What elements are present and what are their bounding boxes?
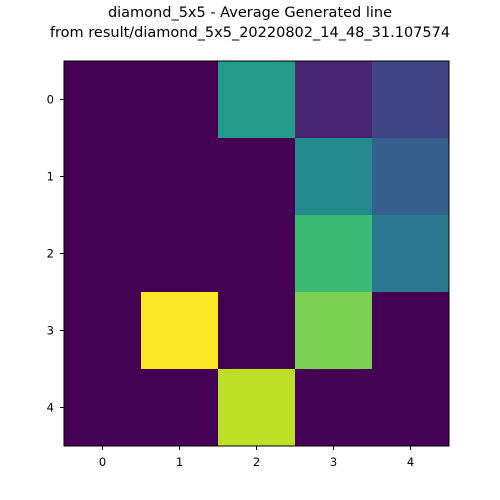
- heatmap-cell-r2-c0: [64, 215, 142, 293]
- x-tick-label-4: 4: [407, 455, 414, 469]
- x-tick-label-2: 2: [253, 455, 260, 469]
- y-tick-label-2: 2: [47, 247, 54, 261]
- heatmap-cell-r4-c3: [295, 369, 373, 447]
- heatmap-cell-r1-c0: [64, 138, 142, 216]
- heatmap-cell-r0-c1: [141, 61, 219, 139]
- heatmap-cell-r1-c1: [141, 138, 219, 216]
- x-tick-label-0: 0: [99, 455, 106, 469]
- heatmap-cell-r3-c2: [218, 292, 296, 370]
- heatmap-cell-r2-c2: [218, 215, 296, 293]
- heatmap-cell-r3-c4: [372, 292, 450, 370]
- y-tick-label-3: 3: [47, 324, 54, 338]
- heatmap-cell-r3-c3: [295, 292, 373, 370]
- heatmap-cell-r0-c0: [64, 61, 142, 139]
- y-tick-label-1: 1: [47, 170, 54, 184]
- heatmap-cell-r4-c4: [372, 369, 450, 447]
- y-tick-label-4: 4: [47, 401, 54, 415]
- heatmap-cell-r2-c3: [295, 215, 373, 293]
- heatmap-cell-r3-c0: [64, 292, 142, 370]
- heatmap-cell-r4-c1: [141, 369, 219, 447]
- heatmap-cell-r2-c1: [141, 215, 219, 293]
- heatmap-cell-r1-c3: [295, 138, 373, 216]
- chart-title-line-2: from result/diamond_5x5_20220802_14_48_3…: [49, 25, 451, 41]
- heatmap-cell-r0-c3: [295, 61, 373, 139]
- y-tick-label-0: 0: [47, 93, 54, 107]
- heatmap-cell-r4-c2: [218, 369, 296, 447]
- chart-title-line-1: diamond_5x5 - Average Generated line: [107, 5, 393, 21]
- heatmap-cell-r3-c1: [141, 292, 219, 370]
- x-tick-label-1: 1: [176, 455, 183, 469]
- heatmap-cell-r2-c4: [372, 215, 450, 293]
- heatmap-cell-r0-c4: [372, 61, 450, 139]
- heatmap-cell-r0-c2: [218, 61, 296, 139]
- heatmap-cell-r1-c2: [218, 138, 296, 216]
- heatmap-cell-r4-c0: [64, 369, 142, 447]
- x-tick-label-3: 3: [330, 455, 337, 469]
- heatmap-cell-r1-c4: [372, 138, 450, 216]
